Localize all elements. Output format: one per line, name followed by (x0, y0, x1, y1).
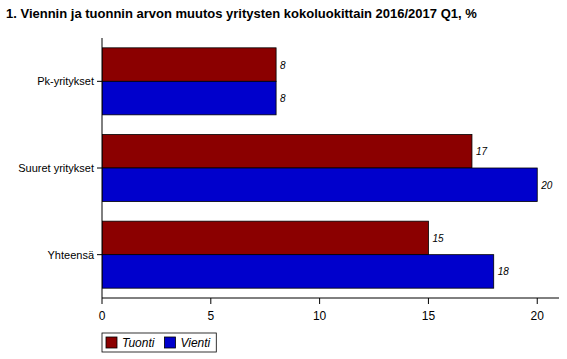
x-tick-label: 15 (422, 309, 436, 323)
x-tick (537, 298, 538, 304)
data-label: 15 (432, 233, 444, 244)
legend-swatch (164, 337, 175, 348)
bar (102, 48, 276, 81)
bar (102, 168, 537, 202)
data-label: 8 (280, 93, 286, 104)
category-tick (97, 168, 102, 169)
x-tick (428, 298, 429, 304)
legend: Tuonti Vienti (102, 333, 216, 352)
bar (102, 135, 472, 169)
legend-frame (102, 333, 216, 352)
data-label: 17 (476, 146, 488, 157)
x-tick (210, 298, 211, 304)
x-tick-label: 0 (99, 309, 106, 323)
title: 1. Viennin ja tuonnin arvon muutos yrity… (6, 6, 477, 21)
x-tick-label: 10 (313, 309, 327, 323)
data-label: 18 (498, 266, 510, 277)
data-label: 20 (540, 180, 553, 191)
chart: 1. Viennin ja tuonnin arvon muutos yrity… (0, 0, 567, 359)
legend-label: Tuonti (122, 336, 155, 350)
category-label: Pk-yritykset (37, 75, 94, 87)
category-tick (97, 81, 102, 82)
x-tick-label: 20 (531, 309, 545, 323)
data-label: 8 (280, 60, 286, 71)
x-tick (319, 298, 320, 304)
x-tick-label: 5 (207, 309, 214, 323)
bars (102, 48, 537, 288)
x-axis (102, 298, 559, 299)
bar (102, 221, 428, 255)
category-tick (97, 254, 102, 255)
legend-label: Vienti (180, 336, 210, 350)
category-label: Yhteensä (48, 249, 95, 261)
bar (102, 81, 276, 115)
x-tick (102, 298, 103, 304)
legend-swatch (106, 337, 117, 348)
category-label: Suuret yritykset (18, 162, 94, 174)
bar (102, 255, 494, 289)
